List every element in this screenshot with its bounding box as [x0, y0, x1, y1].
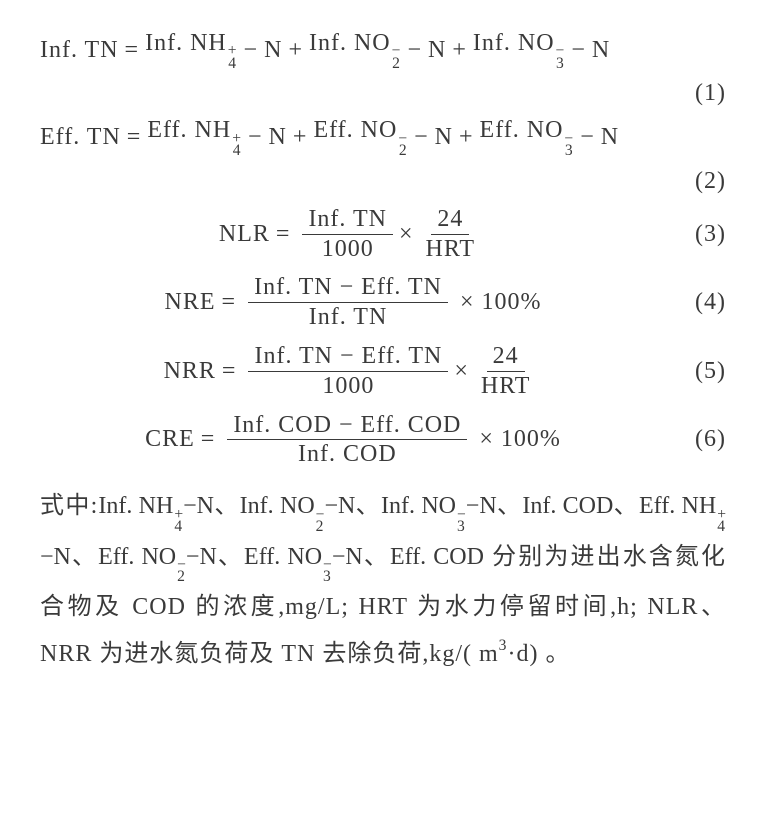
- eq3-frac2-bot: HRT: [420, 235, 482, 264]
- eq4-frac-top: Inf. TN − Eff. TN: [248, 273, 448, 303]
- eq5-frac1-bot: 1000: [316, 372, 380, 401]
- eq5-frac2: 24 HRT: [475, 342, 537, 401]
- equation-6-body: CRE = Inf. COD − Eff. COD Inf. COD × 100…: [40, 411, 666, 470]
- eq2-lhs: Eff. TN: [40, 124, 121, 151]
- eq1-term2: Inf. NO−2: [309, 30, 401, 70]
- equation-5-body: NRR = Inf. TN − Eff. TN 1000 × 24 HRT: [40, 342, 666, 401]
- eq4-frac-bot: Inf. TN: [303, 303, 394, 332]
- para-eff-cod: Eff. COD: [390, 544, 484, 570]
- eq5-frac1-top: Inf. TN − Eff. TN: [248, 342, 448, 372]
- eq3-frac1: Inf. TN 1000: [302, 205, 393, 264]
- para-inf-cod: Inf. COD: [522, 493, 613, 519]
- eq3-frac2-top: 24: [431, 205, 469, 235]
- eq1-term3: Inf. NO−3: [473, 30, 565, 70]
- equation-1-number-row: (1): [40, 80, 726, 107]
- equation-4-number: (4): [666, 289, 726, 316]
- eq3-times: ×: [399, 221, 414, 248]
- para-eff-no3: Eff. NO−3−N: [244, 544, 363, 570]
- equation-6: CRE = Inf. COD − Eff. COD Inf. COD × 100…: [40, 411, 726, 470]
- equation-2-number: (2): [666, 168, 726, 195]
- equation-6-number: (6): [666, 426, 726, 453]
- para-eff-no2: Eff. NO−2−N: [98, 544, 217, 570]
- eq6-lhs: CRE: [145, 426, 195, 453]
- para-inf-no2: Inf. NO−2−N: [240, 493, 356, 519]
- eq3-frac2: 24 HRT: [420, 205, 482, 264]
- equation-1-body: Inf. TN = Inf. NH+4 −N+ Inf. NO−2 −N+ In…: [40, 30, 726, 70]
- equation-2-body: Eff. TN = Eff. NH+4 −N+ Eff. NO−2 −N+ Ef…: [40, 117, 726, 157]
- equation-4: NRE = Inf. TN − Eff. TN Inf. TN × 100% (…: [40, 273, 726, 332]
- eq2-term3: Eff. NO−3: [480, 117, 575, 157]
- eq3-lhs: NLR: [219, 221, 270, 248]
- equation-1-number: (1): [666, 80, 726, 107]
- page: Inf. TN = Inf. NH+4 −N+ Inf. NO−2 −N+ In…: [0, 0, 766, 840]
- eq5-frac2-top: 24: [487, 342, 525, 372]
- eq1-term1: Inf. NH+4: [145, 30, 237, 70]
- eq6-tail: × 100%: [479, 426, 561, 453]
- eq6-frac-bot: Inf. COD: [292, 440, 403, 469]
- eq5-frac1: Inf. TN − Eff. TN 1000: [248, 342, 448, 401]
- equation-3-number: (3): [666, 221, 726, 248]
- para-inf-no3: Inf. NO−3−N: [381, 493, 497, 519]
- eq4-tail: × 100%: [460, 289, 542, 316]
- eq4-frac: Inf. TN − Eff. TN Inf. TN: [248, 273, 448, 332]
- eq5-times: ×: [454, 358, 469, 385]
- eq6-frac: Inf. COD − Eff. COD Inf. COD: [227, 411, 467, 470]
- eq1-lhs: Inf. TN: [40, 37, 119, 64]
- equation-1: Inf. TN = Inf. NH+4 −N+ Inf. NO−2 −N+ In…: [40, 30, 726, 70]
- eq5-frac2-bot: HRT: [475, 372, 537, 401]
- para-sup3: 3: [499, 637, 508, 654]
- eq6-frac-top: Inf. COD − Eff. COD: [227, 411, 467, 441]
- equation-5: NRR = Inf. TN − Eff. TN 1000 × 24 HRT (5…: [40, 342, 726, 401]
- definition-paragraph: 式中:Inf. NH+4−N、Inf. NO−2−N、Inf. NO−3−N、I…: [40, 483, 726, 677]
- para-seg2: ·d) 。: [507, 641, 570, 667]
- eq5-lhs: NRR: [164, 358, 216, 385]
- eq2-term2: Eff. NO−2: [313, 117, 408, 157]
- eq2-term1: Eff. NH+4: [147, 117, 242, 157]
- equation-5-number: (5): [666, 358, 726, 385]
- equation-3-body: NLR = Inf. TN 1000 × 24 HRT: [40, 205, 666, 264]
- eq3-frac1-top: Inf. TN: [302, 205, 393, 235]
- para-inf-nh4: Inf. NH+4−N: [98, 493, 214, 519]
- para-lead: 式中:: [40, 493, 98, 519]
- eq3-frac1-bot: 1000: [316, 235, 380, 264]
- equation-3: NLR = Inf. TN 1000 × 24 HRT (3): [40, 205, 726, 264]
- eq4-lhs: NRE: [165, 289, 216, 316]
- equation-2: Eff. TN = Eff. NH+4 −N+ Eff. NO−2 −N+ Ef…: [40, 117, 726, 157]
- equation-4-body: NRE = Inf. TN − Eff. TN Inf. TN × 100%: [40, 273, 666, 332]
- equation-2-number-row: (2): [40, 168, 726, 195]
